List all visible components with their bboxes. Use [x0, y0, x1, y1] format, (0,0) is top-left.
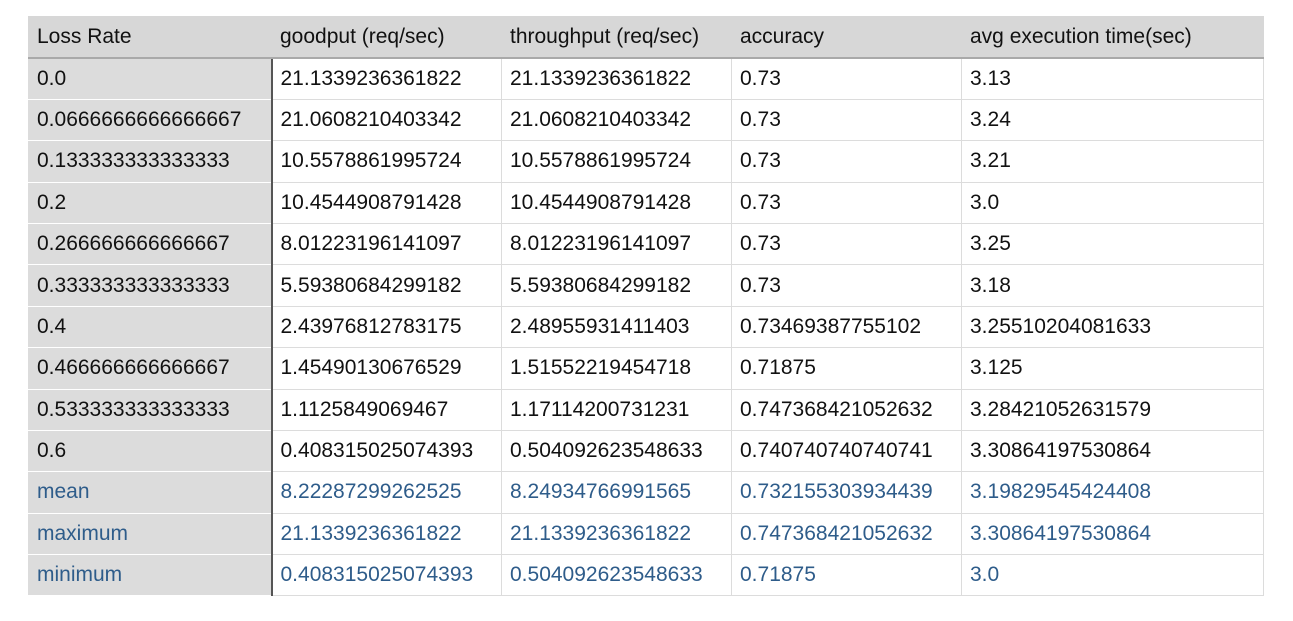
- cell-throughput[interactable]: 10.5578861995724: [501, 140, 732, 183]
- table-row: 0.133333333333333 10.5578861995724 10.5578…: [28, 140, 1264, 183]
- summary-row: maximum 21.1339236361822 21.1339236361822 0…: [28, 512, 1264, 556]
- cell-goodput[interactable]: 21.0608210403342: [271, 98, 502, 142]
- cell-accuracy[interactable]: 0.73: [731, 222, 962, 266]
- cell-avg-execution-time[interactable]: 3.21: [961, 140, 1264, 183]
- cell-accuracy[interactable]: 0.747368421052632: [731, 388, 962, 431]
- cell-goodput[interactable]: 10.4544908791428: [271, 181, 502, 224]
- cell-accuracy[interactable]: 0.71875: [731, 347, 962, 390]
- cell-goodput[interactable]: 1.45490130676529: [271, 347, 502, 390]
- summary-row: mean 8.22287299262525 8.24934766991565 0.73…: [28, 471, 1264, 514]
- data-table: Loss Rate goodput (req/sec) throughput (…: [28, 15, 1264, 597]
- cell-throughput[interactable]: 10.4544908791428: [501, 181, 732, 224]
- cell-accuracy[interactable]: 0.73: [731, 264, 962, 307]
- cell-accuracy[interactable]: 0.73: [731, 140, 962, 183]
- cell-goodput[interactable]: 21.1339236361822: [271, 512, 502, 556]
- row-label[interactable]: minimum: [28, 554, 273, 597]
- cell-goodput[interactable]: 5.59380684299182: [271, 264, 502, 307]
- cell-accuracy[interactable]: 0.73: [731, 181, 962, 224]
- cell-avg-execution-time[interactable]: 3.25: [961, 222, 1264, 266]
- column-header-loss-rate[interactable]: Loss Rate: [28, 15, 272, 59]
- cell-throughput[interactable]: 5.59380684299182: [501, 264, 732, 307]
- cell-accuracy[interactable]: 0.73: [731, 98, 962, 142]
- row-label[interactable]: 0.6: [28, 429, 273, 473]
- cell-avg-execution-time[interactable]: 3.30864197530864: [961, 512, 1264, 556]
- cell-accuracy[interactable]: 0.71875: [731, 554, 962, 597]
- cell-avg-execution-time[interactable]: 3.28421052631579: [961, 388, 1264, 431]
- cell-goodput[interactable]: 2.43976812783175: [271, 305, 502, 349]
- cell-goodput[interactable]: 1.1125849069467: [271, 388, 502, 431]
- header-row: Loss Rate goodput (req/sec) throughput (…: [28, 15, 1264, 59]
- cell-avg-execution-time[interactable]: 3.13: [961, 57, 1264, 100]
- table-row: 0.6 0.408315025074393 0.504092623548633 0.7…: [28, 429, 1264, 473]
- row-label[interactable]: 0.333333333333333: [28, 264, 273, 307]
- cell-accuracy[interactable]: 0.740740740740741: [731, 429, 962, 473]
- cell-goodput[interactable]: 10.5578861995724: [271, 140, 502, 183]
- row-label[interactable]: 0.466666666666667: [28, 347, 273, 390]
- cell-avg-execution-time[interactable]: 3.18: [961, 264, 1264, 307]
- cell-accuracy[interactable]: 0.732155303934439: [731, 471, 962, 514]
- cell-avg-execution-time[interactable]: 3.0: [961, 181, 1264, 224]
- cell-avg-execution-time[interactable]: 3.19829545424408: [961, 471, 1264, 514]
- cell-throughput[interactable]: 8.01223196141097: [501, 222, 732, 266]
- cell-throughput[interactable]: 21.1339236361822: [501, 57, 732, 100]
- table-row: 0.466666666666667 1.45490130676529 1.51552…: [28, 347, 1264, 390]
- cell-accuracy[interactable]: 0.73: [731, 57, 962, 100]
- cell-throughput[interactable]: 1.17114200731231: [501, 388, 732, 431]
- table-row: 0.2 10.4544908791428 10.4544908791428 0.73 3…: [28, 181, 1264, 224]
- column-header-throughput[interactable]: throughput (req/sec): [501, 15, 732, 59]
- row-label[interactable]: maximum: [28, 512, 273, 556]
- cell-avg-execution-time[interactable]: 3.25510204081633: [961, 305, 1264, 349]
- cell-avg-execution-time[interactable]: 3.0: [961, 554, 1264, 597]
- table-row: 0.0 21.1339236361822 21.1339236361822 0.73 3…: [28, 57, 1264, 100]
- row-label[interactable]: 0.133333333333333: [28, 140, 273, 183]
- row-label[interactable]: 0.4: [28, 305, 273, 349]
- cell-goodput[interactable]: 8.22287299262525: [271, 471, 502, 514]
- table-row: 0.4 2.43976812783175 2.48955931411403 0.734…: [28, 305, 1264, 349]
- row-label[interactable]: 0.266666666666667: [28, 222, 273, 266]
- column-header-avg-execution-time[interactable]: avg execution time(sec): [961, 15, 1264, 59]
- cell-avg-execution-time[interactable]: 3.24: [961, 98, 1264, 142]
- cell-throughput[interactable]: 1.51552219454718: [501, 347, 732, 390]
- cell-avg-execution-time[interactable]: 3.30864197530864: [961, 429, 1264, 473]
- table-row: 0.333333333333333 5.59380684299182 5.59380…: [28, 264, 1264, 307]
- row-label[interactable]: 0.0666666666666667: [28, 98, 273, 142]
- cell-accuracy[interactable]: 0.747368421052632: [731, 512, 962, 556]
- table-row: 0.266666666666667 8.01223196141097 8.01223…: [28, 222, 1264, 266]
- cell-throughput[interactable]: 21.1339236361822: [501, 512, 732, 556]
- cell-goodput[interactable]: 21.1339236361822: [271, 57, 502, 100]
- cell-goodput[interactable]: 0.408315025074393: [271, 429, 502, 473]
- row-label[interactable]: 0.2: [28, 181, 273, 224]
- cell-throughput[interactable]: 0.504092623548633: [501, 554, 732, 597]
- column-header-goodput[interactable]: goodput (req/sec): [271, 15, 502, 59]
- table-row: 0.533333333333333 1.1125849069467 1.171142…: [28, 388, 1264, 431]
- cell-throughput[interactable]: 21.0608210403342: [501, 98, 732, 142]
- column-header-accuracy[interactable]: accuracy: [731, 15, 962, 59]
- row-label[interactable]: 0.533333333333333: [28, 388, 273, 431]
- cell-goodput[interactable]: 0.408315025074393: [271, 554, 502, 597]
- cell-throughput[interactable]: 0.504092623548633: [501, 429, 732, 473]
- table-row: 0.0666666666666667 21.0608210403342 21.060…: [28, 98, 1264, 142]
- cell-throughput[interactable]: 8.24934766991565: [501, 471, 732, 514]
- cell-accuracy[interactable]: 0.73469387755102: [731, 305, 962, 349]
- table-body: 0.0 21.1339236361822 21.1339236361822 0.73 3…: [28, 57, 1264, 597]
- row-label[interactable]: 0.0: [28, 57, 273, 100]
- row-label[interactable]: mean: [28, 471, 273, 514]
- summary-row: minimum 0.408315025074393 0.50409262354863…: [28, 554, 1264, 597]
- cell-goodput[interactable]: 8.01223196141097: [271, 222, 502, 266]
- table-header: Loss Rate goodput (req/sec) throughput (…: [28, 15, 1264, 59]
- cell-avg-execution-time[interactable]: 3.125: [961, 347, 1264, 390]
- cell-throughput[interactable]: 2.48955931411403: [501, 305, 732, 349]
